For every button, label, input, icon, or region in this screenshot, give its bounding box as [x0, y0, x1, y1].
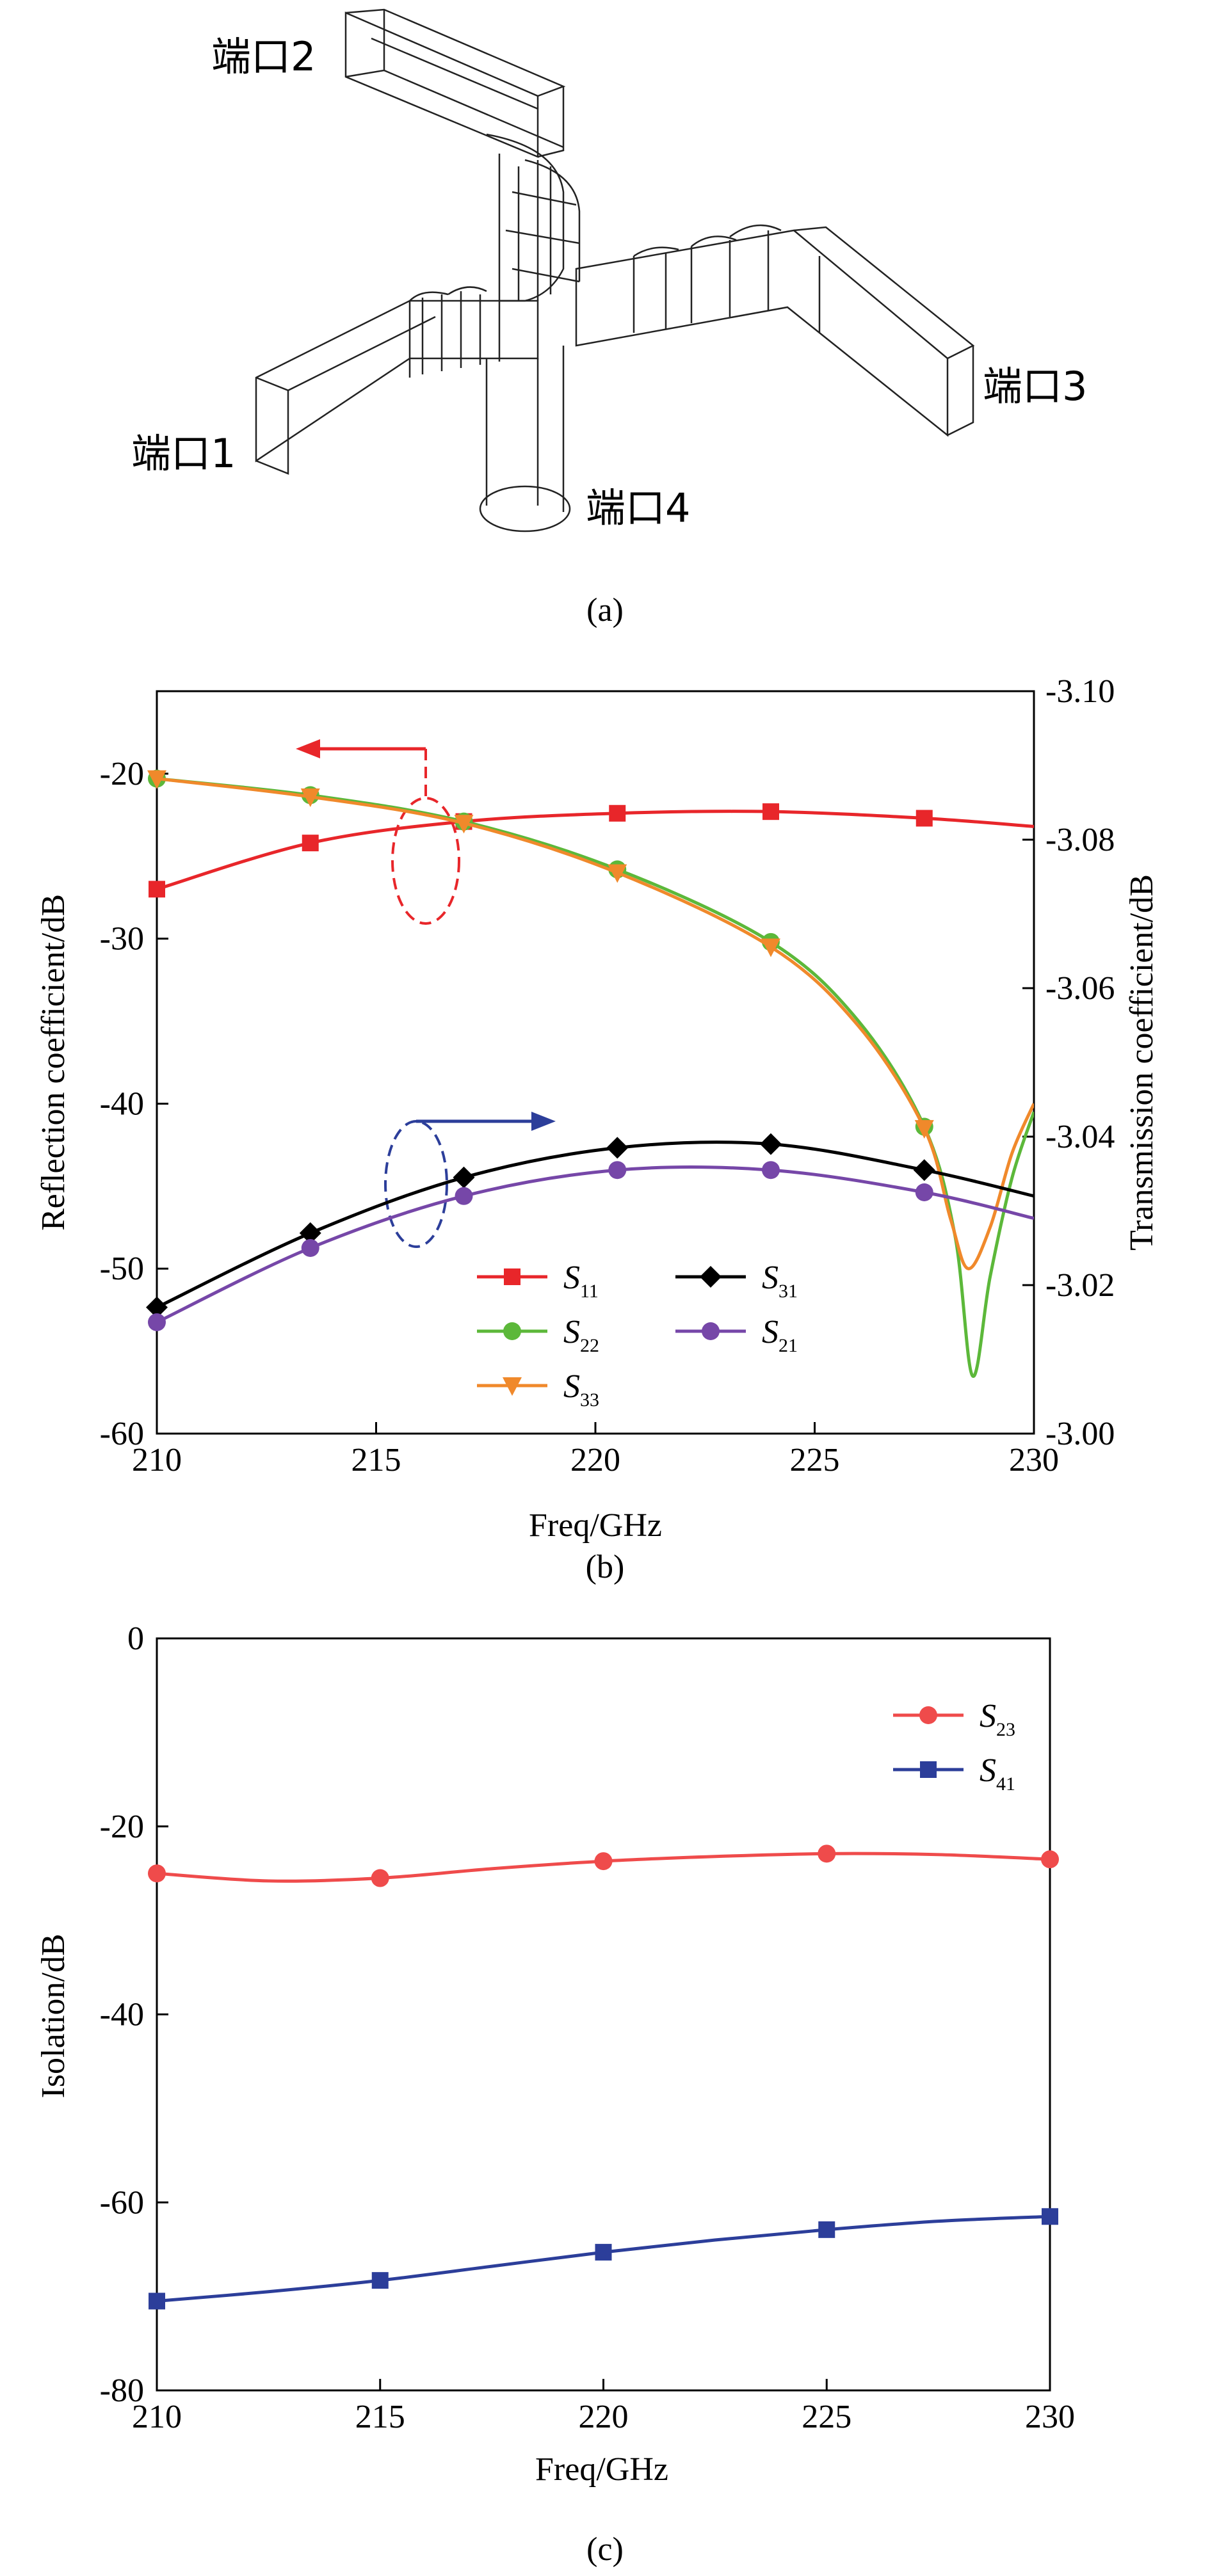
point-S31 [606, 1137, 629, 1159]
point-S31 [299, 1222, 321, 1244]
legend-marker [504, 1268, 520, 1285]
c-xtick-label: 230 [1025, 2399, 1075, 2435]
legend-marker [920, 1761, 937, 1778]
axis-ticks-c: 210 215 220 225 230 -80 -60 -40 -20 0 [100, 1620, 1075, 2435]
port-1-label: 端口1 [131, 430, 236, 477]
point-S33 [300, 788, 320, 807]
series-group-b [146, 769, 1034, 1378]
c-ytick-label: 0 [127, 1620, 144, 1657]
legend-marker [503, 1377, 522, 1396]
point-S11 [916, 810, 933, 827]
b-xtick-label: 215 [351, 1442, 401, 1478]
point-S41 [595, 2244, 612, 2261]
b-xtick-label: 225 [790, 1442, 840, 1478]
b-ytick-label: -20 [100, 756, 144, 792]
c-ytick-label: -20 [100, 1809, 144, 1845]
b-ytick-label: -30 [100, 921, 144, 957]
c-xlabel: Freq/GHz [535, 2451, 668, 2488]
point-S31 [913, 1159, 935, 1181]
b-y2tick-label: -3.02 [1045, 1267, 1115, 1304]
panel-a-caption: (a) [586, 592, 624, 628]
point-S31 [760, 1133, 782, 1155]
c-xtick-label: 215 [355, 2399, 405, 2435]
port-2-label: 端口2 [211, 33, 316, 80]
waveguide-drawing [255, 8, 975, 532]
point-S11 [609, 804, 626, 822]
point-S33 [147, 770, 166, 789]
b-xlabel: Freq/GHz [529, 1507, 662, 1544]
point-S21 [455, 1187, 473, 1205]
c-ytick-label: -60 [100, 2184, 144, 2221]
legend-label: S23 [980, 1698, 1015, 1740]
point-S11 [149, 881, 165, 898]
point-S31 [146, 1296, 168, 1318]
point-S33 [454, 815, 474, 834]
legend-label: S41 [980, 1752, 1015, 1795]
point-S33 [761, 938, 780, 957]
b-ytick-label: -40 [100, 1085, 144, 1122]
b-xtick-label: 230 [1009, 1442, 1059, 1478]
c-xtick-label: 225 [802, 2399, 851, 2435]
c-ytick-label: -80 [100, 2372, 144, 2409]
series-line-S33 [157, 777, 1034, 1270]
b-y2tick-label: -3.08 [1045, 822, 1115, 858]
point-S23 [1041, 1850, 1059, 1869]
b-y2tick-label: -3.00 [1045, 1416, 1115, 1452]
panel-c-caption: (c) [586, 2531, 624, 2568]
point-S21 [915, 1183, 933, 1201]
chart-b: 210 215 220 225 230 -60 -50 -40 -30 -20 -3.00 -3.02… [35, 673, 1160, 1585]
point-S23 [148, 1864, 166, 1883]
point-S23 [371, 1869, 389, 1887]
point-S41 [149, 2292, 165, 2310]
c-ylabel: Isolation/dB [35, 1933, 72, 2098]
point-S41 [818, 2221, 835, 2238]
c-ytick-label: -40 [100, 1997, 144, 2033]
b-xtick-label: 220 [570, 1442, 620, 1478]
point-S21 [301, 1239, 319, 1257]
b-ytick-label: -60 [100, 1416, 144, 1452]
c-xtick-label: 220 [579, 2399, 629, 2435]
point-S11 [762, 803, 779, 820]
b-y2label: Transmission coefficient/dB [1124, 874, 1160, 1251]
point-S23 [594, 1852, 613, 1871]
left-axis-ellipse [391, 797, 460, 925]
axis-ticks-b: 210 215 220 225 230 -60 -50 -40 -30 -20 -3.00 -3.02… [100, 673, 1115, 1478]
b-y2tick-label: -3.10 [1045, 673, 1115, 710]
legend-marker [702, 1322, 720, 1340]
legend-marker [700, 1266, 722, 1288]
right-arrow-icon [531, 1112, 556, 1131]
point-S11 [302, 835, 319, 852]
c-xtick-label: 210 [132, 2399, 182, 2435]
point-S33 [914, 1120, 934, 1139]
point-S21 [608, 1161, 627, 1180]
legend-marker [919, 1706, 937, 1724]
b-xtick-label: 210 [132, 1442, 182, 1478]
series-group-c [148, 1844, 1059, 2310]
plot-frame-c [156, 1637, 1051, 2392]
point-S21 [762, 1161, 780, 1180]
axis-arrows-b [296, 739, 556, 1248]
legend-marker [503, 1322, 521, 1340]
port-4-label: 端口4 [586, 484, 690, 531]
panel-b-caption: (b) [586, 1549, 625, 1585]
port-3-label: 端口3 [983, 363, 1087, 410]
point-S33 [608, 864, 627, 883]
point-S23 [818, 1844, 836, 1863]
b-y2tick-label: -3.06 [1045, 970, 1115, 1007]
point-S41 [1042, 2208, 1058, 2225]
b-y2tick-label: -3.04 [1045, 1119, 1115, 1155]
point-S41 [371, 2272, 389, 2289]
b-ylabel: Reflection coefficient/dB [35, 894, 72, 1231]
b-ytick-label: -50 [100, 1251, 144, 1287]
left-arrow-icon [296, 739, 320, 758]
panel-a-structure: 端口2 端口3 端口1 端口4 (a) [131, 8, 1087, 628]
point-S31 [453, 1166, 475, 1188]
legend-label: S11 [563, 1260, 599, 1302]
point-S21 [148, 1313, 166, 1331]
